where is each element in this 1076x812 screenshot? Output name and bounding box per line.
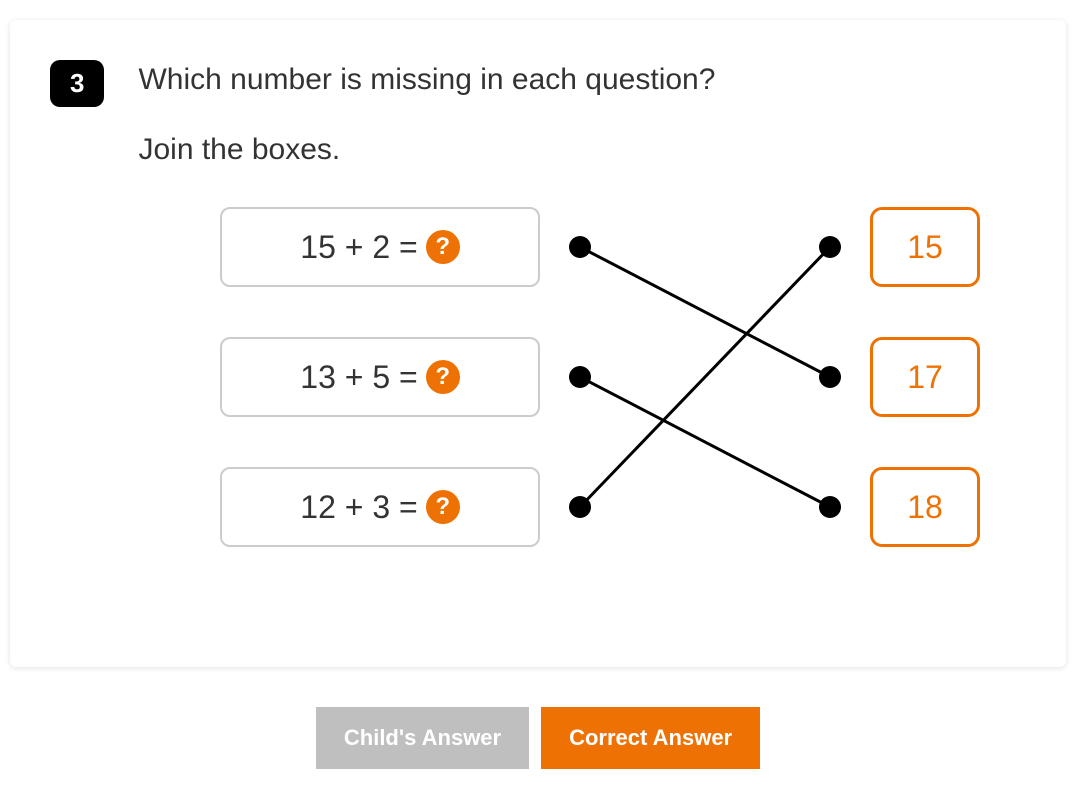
- right-connector-dot[interactable]: [819, 496, 841, 518]
- left-connector-dot[interactable]: [569, 236, 591, 258]
- question-mark-icon: ?: [426, 360, 460, 394]
- answer-label: 18: [907, 489, 943, 526]
- correct-answer-button[interactable]: Correct Answer: [541, 707, 760, 769]
- connection-line: [580, 247, 830, 377]
- question-number-badge: 3: [50, 60, 104, 107]
- question-mark-icon: ?: [426, 490, 460, 524]
- equation-box[interactable]: 13 + 5 = ?: [220, 337, 540, 417]
- question-mark-icon: ?: [426, 230, 460, 264]
- matching-area: 15 + 2 = ?13 + 5 = ?12 + 3 = ?151718: [210, 207, 1010, 607]
- question-subprompt: Join the boxes.: [138, 133, 715, 167]
- answer-label: 17: [907, 359, 943, 396]
- question-prompt: Which number is missing in each question…: [138, 60, 715, 99]
- answer-box[interactable]: 17: [870, 337, 980, 417]
- equation-text: 13 + 5 =: [300, 359, 417, 396]
- answer-toggle-buttons: Child's Answer Correct Answer: [10, 707, 1066, 769]
- answer-box[interactable]: 18: [870, 467, 980, 547]
- right-connector-dot[interactable]: [819, 366, 841, 388]
- equation-box[interactable]: 12 + 3 = ?: [220, 467, 540, 547]
- equation-box[interactable]: 15 + 2 = ?: [220, 207, 540, 287]
- equation-text: 15 + 2 =: [300, 229, 417, 266]
- question-card: 3 Which number is missing in each questi…: [10, 20, 1066, 667]
- answer-label: 15: [907, 229, 943, 266]
- right-connector-dot[interactable]: [819, 236, 841, 258]
- question-header: 3 Which number is missing in each questi…: [50, 60, 1026, 167]
- connection-line: [580, 377, 830, 507]
- childs-answer-button[interactable]: Child's Answer: [316, 707, 529, 769]
- equation-expression: 13 + 5 = ?: [300, 359, 459, 396]
- answer-box[interactable]: 15: [870, 207, 980, 287]
- question-text-column: Which number is missing in each question…: [138, 60, 715, 167]
- equation-expression: 12 + 3 = ?: [300, 489, 459, 526]
- equation-text: 12 + 3 =: [300, 489, 417, 526]
- left-connector-dot[interactable]: [569, 366, 591, 388]
- left-connector-dot[interactable]: [569, 496, 591, 518]
- connection-line: [580, 247, 830, 507]
- equation-expression: 15 + 2 = ?: [300, 229, 459, 266]
